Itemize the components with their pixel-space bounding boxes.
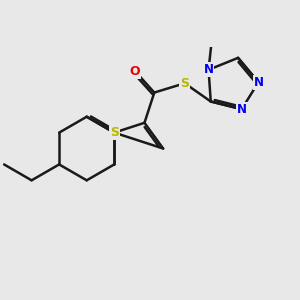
- Text: S: S: [110, 126, 119, 139]
- Text: S: S: [180, 77, 189, 90]
- Text: N: N: [254, 76, 263, 89]
- Text: N: N: [237, 103, 247, 116]
- Text: O: O: [130, 65, 140, 78]
- Text: N: N: [203, 63, 214, 76]
